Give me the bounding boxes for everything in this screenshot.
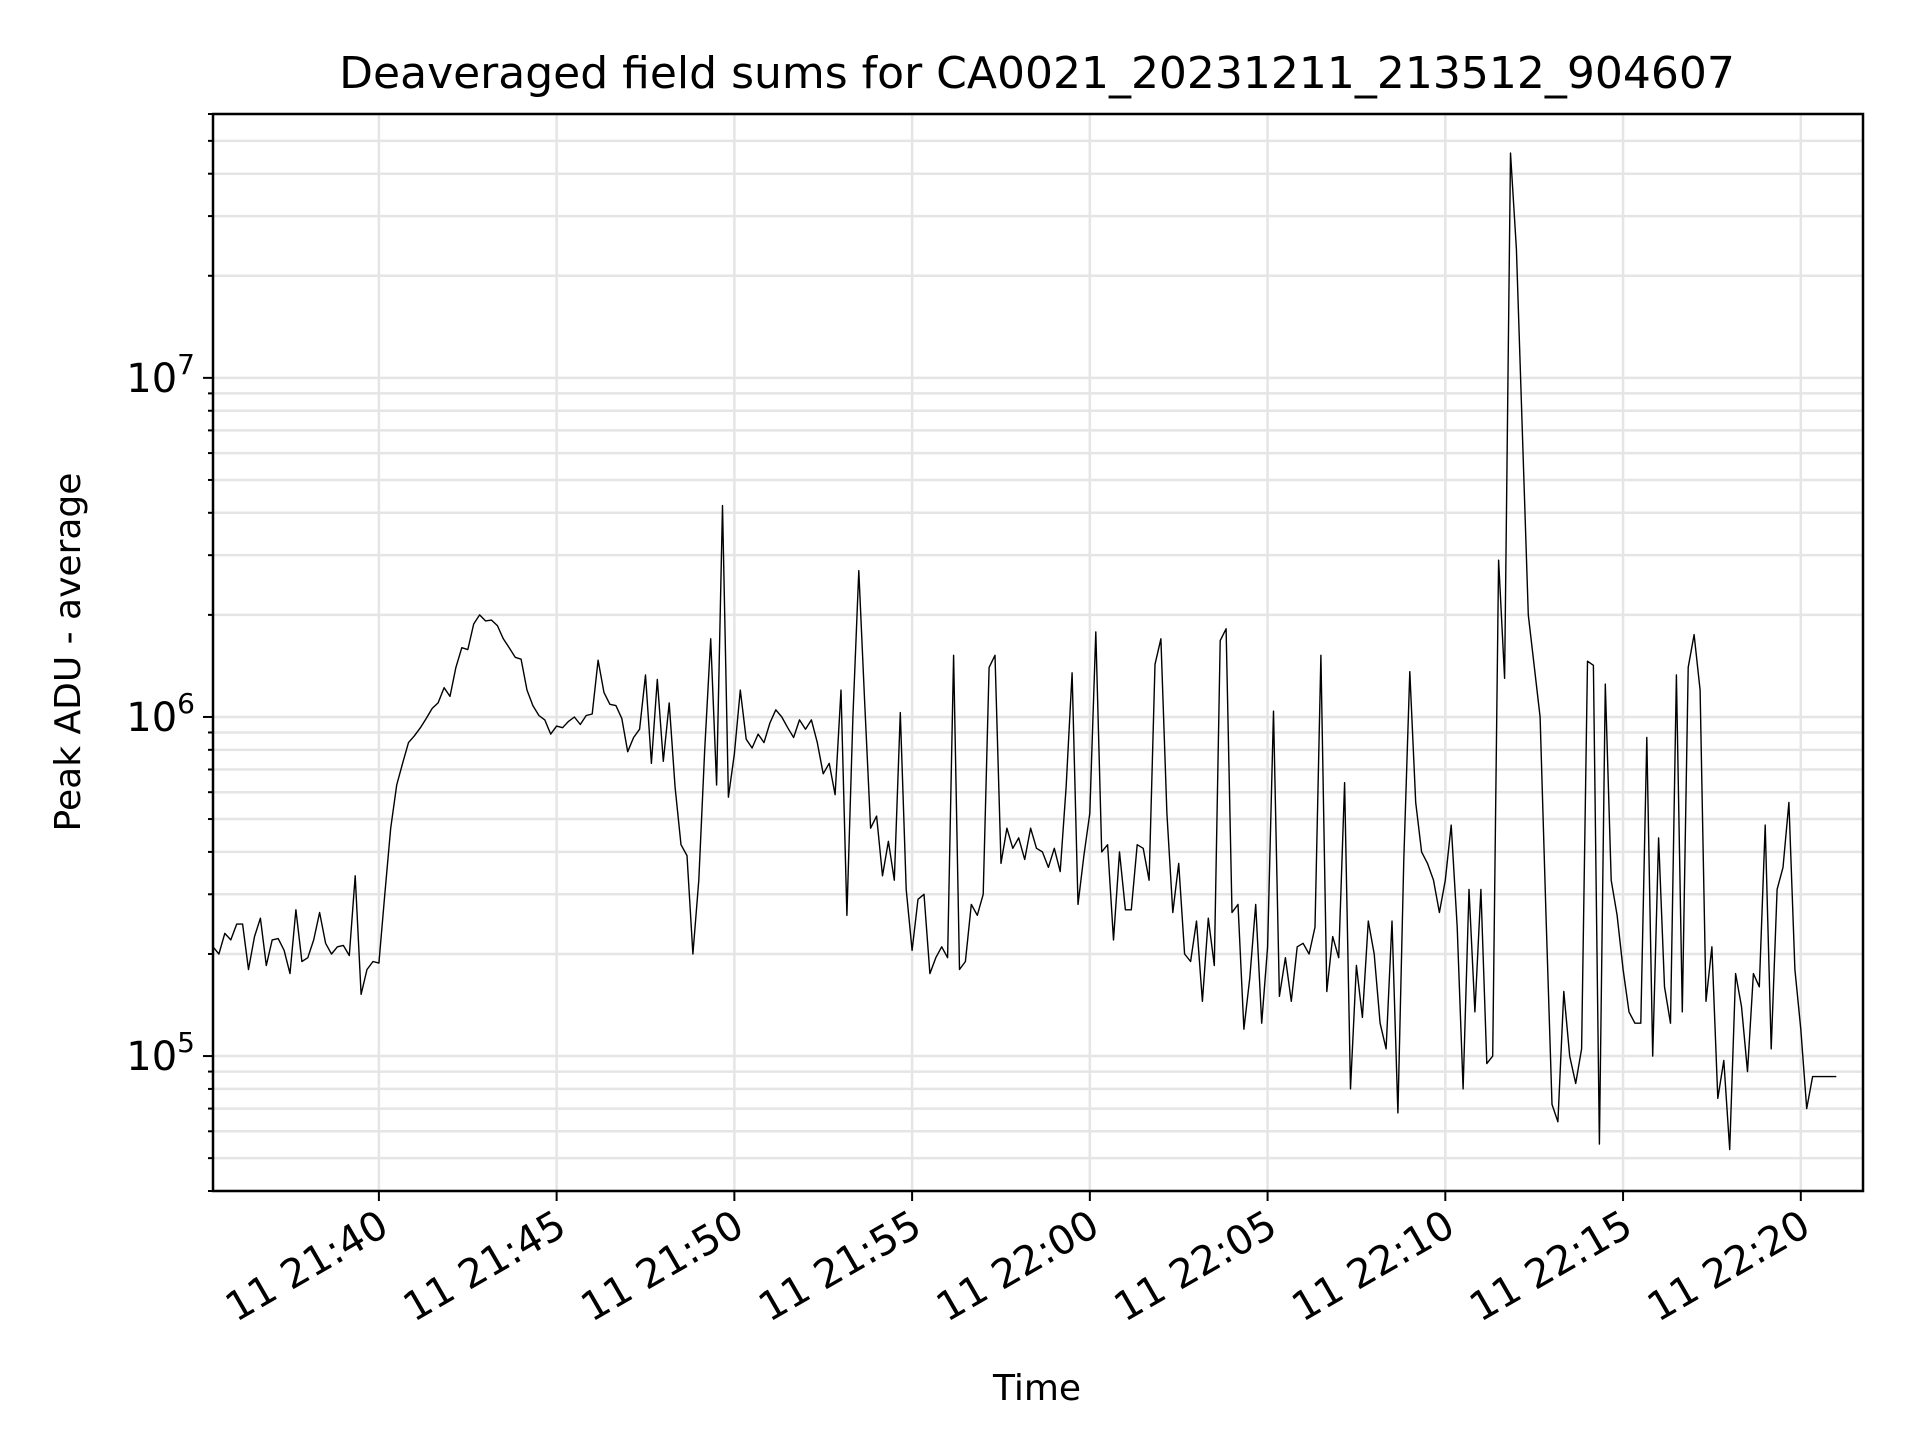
x-tick-label: 11 22:10 <box>1284 1202 1462 1331</box>
y-tick-label: 105 <box>126 1026 195 1080</box>
x-tick-label: 11 22:15 <box>1462 1202 1640 1331</box>
x-axis-ticks: 11 21:40 11 21:45 11 21:50 11 21:55 11 22:00… <box>218 1191 1818 1331</box>
series-line <box>212 152 1837 1151</box>
grid-lines <box>213 112 1863 1193</box>
x-tick-label: 11 21:40 <box>218 1202 396 1331</box>
x-tick-label: 11 21:50 <box>573 1202 751 1331</box>
x-tick-label: 11 21:45 <box>396 1202 574 1331</box>
plot-frame <box>211 112 1865 1193</box>
y-axis-ticks: 105 106 107 <box>126 113 213 1192</box>
x-tick-label: 11 22:00 <box>929 1202 1107 1331</box>
x-tick-label: 11 22:20 <box>1640 1202 1818 1331</box>
chart-title: Deaveraged field sums for CA0021_2023121… <box>339 48 1735 99</box>
y-axis-label: Peak ADU - average <box>48 473 89 832</box>
y-tick-label: 107 <box>126 348 195 402</box>
data-series <box>212 152 1837 1151</box>
x-tick-label: 11 21:55 <box>751 1202 929 1331</box>
y-tick-label: 106 <box>126 687 195 741</box>
x-tick-label: 11 22:05 <box>1107 1202 1285 1331</box>
x-axis-label: Time <box>992 1368 1081 1409</box>
